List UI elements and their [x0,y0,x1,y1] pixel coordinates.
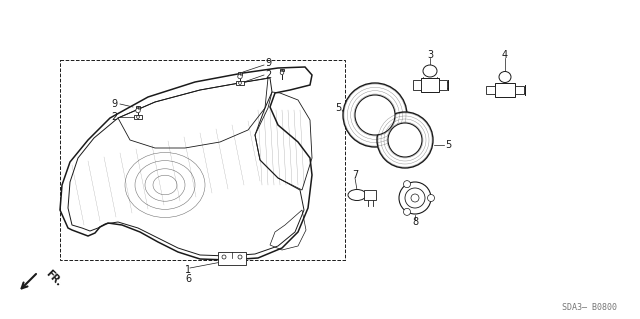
Ellipse shape [423,65,437,77]
Text: 2: 2 [112,112,118,122]
Bar [280,69,284,71]
Circle shape [238,255,242,259]
Text: 2: 2 [265,70,271,80]
Circle shape [403,181,410,188]
Circle shape [403,208,410,215]
Circle shape [343,83,407,147]
Text: 9: 9 [265,58,271,68]
Bar [237,71,243,75]
Text: 8: 8 [412,217,418,227]
Circle shape [399,182,431,214]
Text: 3: 3 [427,50,433,60]
Bar [515,86,524,94]
Bar [486,86,495,94]
Text: 5: 5 [335,103,341,113]
Text: 1: 1 [185,265,191,275]
Circle shape [411,194,419,202]
Text: 4: 4 [502,50,508,60]
Text: SDA3– B0800: SDA3– B0800 [563,303,618,313]
Circle shape [355,95,395,135]
Circle shape [280,71,284,75]
Circle shape [222,255,226,259]
Circle shape [428,195,435,202]
Bar [364,190,376,200]
Circle shape [239,82,241,85]
Text: FR.: FR. [44,268,64,288]
Text: 9: 9 [112,99,118,109]
Bar [60,60,345,260]
Circle shape [136,108,140,113]
Circle shape [237,74,243,79]
Bar [439,80,447,90]
Circle shape [405,188,425,208]
Text: 6: 6 [185,274,191,284]
Ellipse shape [348,189,366,201]
Bar [134,115,142,119]
Circle shape [388,123,422,157]
Bar [236,81,244,85]
Text: 7: 7 [352,170,358,180]
Bar [136,106,140,108]
Circle shape [136,115,140,118]
Bar [413,80,421,90]
Ellipse shape [499,71,511,83]
Bar [218,252,246,265]
Bar [495,83,515,97]
Bar [421,78,439,92]
Text: 5: 5 [445,140,451,150]
Circle shape [377,112,433,168]
